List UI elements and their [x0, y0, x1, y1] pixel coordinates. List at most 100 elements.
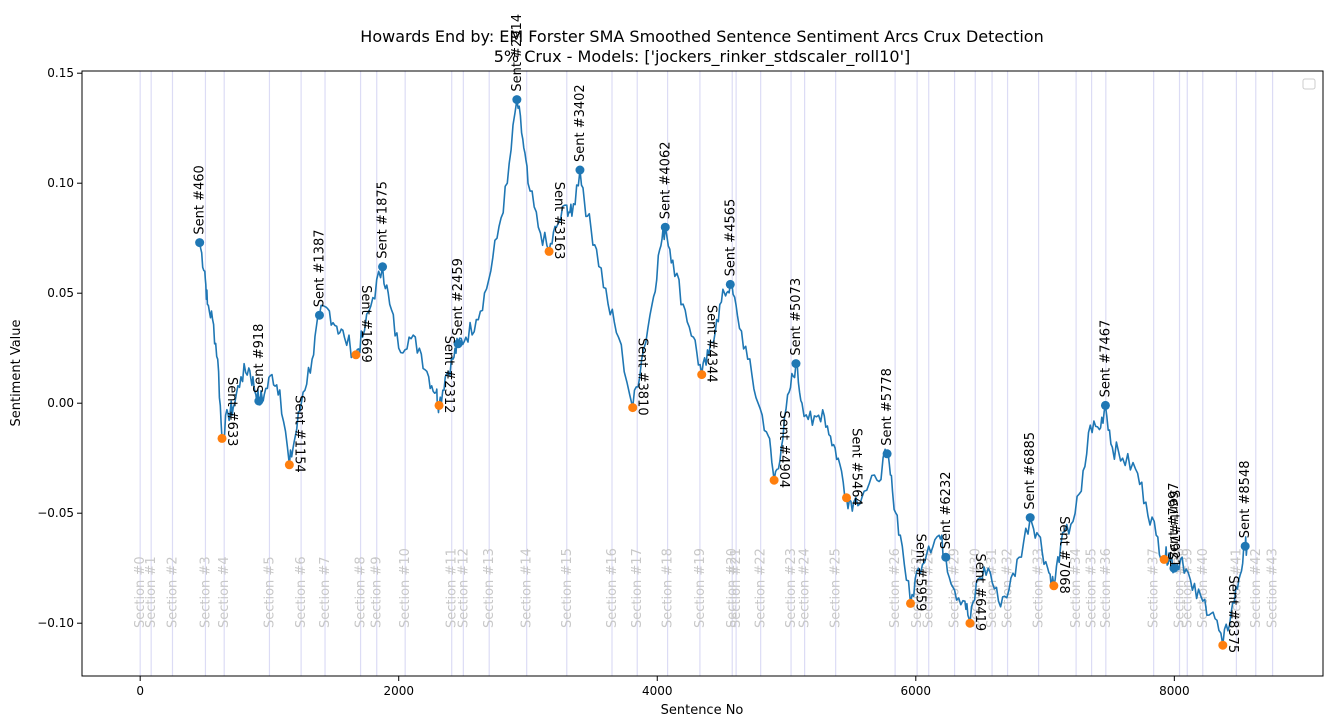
peak-point — [1025, 513, 1035, 523]
valley-label: Sent #4904 — [776, 410, 791, 488]
section-label: Section #17 — [630, 548, 645, 628]
y-axis: −0.10 −0.05 0.00 0.05 0.10 0.15 — [37, 66, 82, 630]
valley-label: Sent #3810 — [635, 338, 650, 416]
x-tick-label: 2000 — [383, 684, 414, 698]
peak-label: Sent #5778 — [880, 368, 895, 446]
section-label: Section #2 — [165, 556, 180, 628]
valley-label: Sent #5959 — [912, 534, 927, 612]
x-axis: 0 2000 4000 6000 8000 — [136, 676, 1190, 698]
section-label: Section #1 — [144, 556, 159, 628]
section-label: Section #25 — [829, 548, 844, 628]
valley-point — [1218, 640, 1228, 650]
y-axis-label: Sentiment Value — [9, 319, 24, 426]
valley-point — [769, 475, 779, 485]
valley-label: Sent #3163 — [551, 182, 566, 260]
peak-point — [882, 449, 892, 459]
section-label: Section #9 — [370, 556, 385, 628]
peak-point — [512, 95, 522, 105]
x-axis-label: Sentence No — [661, 703, 744, 718]
peak-label: Sent #7997 — [1167, 482, 1182, 560]
valley-point — [1049, 581, 1059, 591]
section-label: Section #12 — [456, 548, 471, 628]
valley-label: Sent #633 — [224, 377, 239, 446]
y-tick-label: 0.05 — [47, 286, 74, 300]
valley-point — [1159, 554, 1169, 564]
y-tick-label: −0.05 — [37, 506, 74, 520]
section-label: Section #5 — [262, 556, 277, 628]
section-label: Section #32 — [1001, 548, 1016, 628]
section-label: Section #24 — [798, 548, 813, 628]
legend-box — [1302, 78, 1316, 90]
peak-label: Sent #2459 — [451, 258, 466, 336]
peak-point — [725, 279, 735, 289]
chart-subtitle: 5% Crux - Models: ['jockers_rinker_stdsc… — [494, 47, 911, 67]
x-tick-label: 6000 — [901, 684, 932, 698]
valley-point — [434, 400, 444, 410]
section-label: Section #23 — [784, 548, 799, 628]
section-label: Section #11 — [445, 548, 460, 628]
valley-label: Sent #4344 — [704, 305, 719, 383]
valley-point — [697, 370, 707, 380]
section-label: Section #16 — [605, 548, 620, 628]
peak-point — [254, 396, 264, 406]
plot-frame — [81, 70, 1324, 677]
y-tick-label: 0.15 — [47, 66, 74, 80]
section-label: Section #26 — [888, 548, 903, 628]
section-label: Section #43 — [1266, 548, 1281, 628]
valley-label: Sent #1154 — [291, 395, 306, 473]
peak-point — [660, 222, 670, 232]
peak-label: Sent #918 — [252, 324, 267, 393]
peak-label: Sent #7467 — [1098, 320, 1113, 398]
x-tick-label: 0 — [136, 684, 144, 698]
section-label: Section #14 — [520, 548, 535, 628]
sentiment-series — [198, 98, 1249, 646]
peak-label: Sent #1875 — [376, 181, 391, 259]
peak-label: Sent #460 — [193, 165, 208, 234]
section-label: Section #22 — [754, 548, 769, 628]
peak-label: Sent #6885 — [1023, 432, 1038, 510]
valley-label: Sent #1669 — [358, 285, 373, 363]
peak-point — [453, 339, 463, 349]
valley-label: Sent #7068 — [1056, 516, 1071, 594]
section-label: Section #19 — [693, 548, 708, 628]
section-label: Section #21 — [729, 548, 744, 628]
peak-point — [1169, 563, 1179, 573]
peak-label: Sent #1387 — [312, 229, 327, 307]
section-label: Section #35 — [1085, 548, 1100, 628]
valley-point — [351, 350, 361, 360]
valley-point — [628, 403, 638, 413]
peak-label: Sent #6232 — [939, 471, 954, 549]
peak-point — [941, 552, 951, 562]
peak-point — [791, 359, 801, 369]
peak-point — [575, 165, 585, 175]
peak-label: Sent #2914 — [510, 14, 525, 92]
valley-label: Sent #5464 — [849, 428, 864, 506]
peak-point — [1240, 541, 1250, 551]
section-label: Section #8 — [354, 556, 369, 628]
section-label: Section #18 — [661, 548, 676, 628]
peak-label: Sent #4565 — [723, 199, 738, 277]
section-label: Section #34 — [1069, 548, 1084, 628]
y-tick-label: 0.10 — [47, 176, 74, 190]
y-tick-label: 0.00 — [47, 396, 74, 410]
valley-label: Sent #6419 — [972, 553, 987, 631]
section-label: Section #6 — [294, 556, 309, 628]
section-label: Section #13 — [482, 548, 497, 628]
section-label: Section #4 — [217, 556, 232, 628]
section-label: Section #33 — [1032, 548, 1047, 628]
valley-label: Sent #8375 — [1225, 575, 1240, 653]
valley-label: Sent #7921 — [1166, 490, 1181, 568]
peak-point — [378, 262, 388, 272]
section-label: Section #15 — [560, 548, 575, 628]
peak-point — [314, 310, 324, 320]
y-tick-label: −0.10 — [37, 616, 74, 630]
valley-point — [217, 433, 227, 443]
peak-label: Sent #5073 — [789, 278, 804, 356]
chart-title: Howards End by: EM Forster SMA Smoothed … — [360, 27, 1043, 46]
x-tick-label: 8000 — [1159, 684, 1190, 698]
section-label: Section #36 — [1099, 548, 1114, 628]
section-label: Section #0 — [133, 556, 148, 628]
section-label: Section #42 — [1249, 548, 1264, 628]
valley-point — [905, 598, 915, 608]
